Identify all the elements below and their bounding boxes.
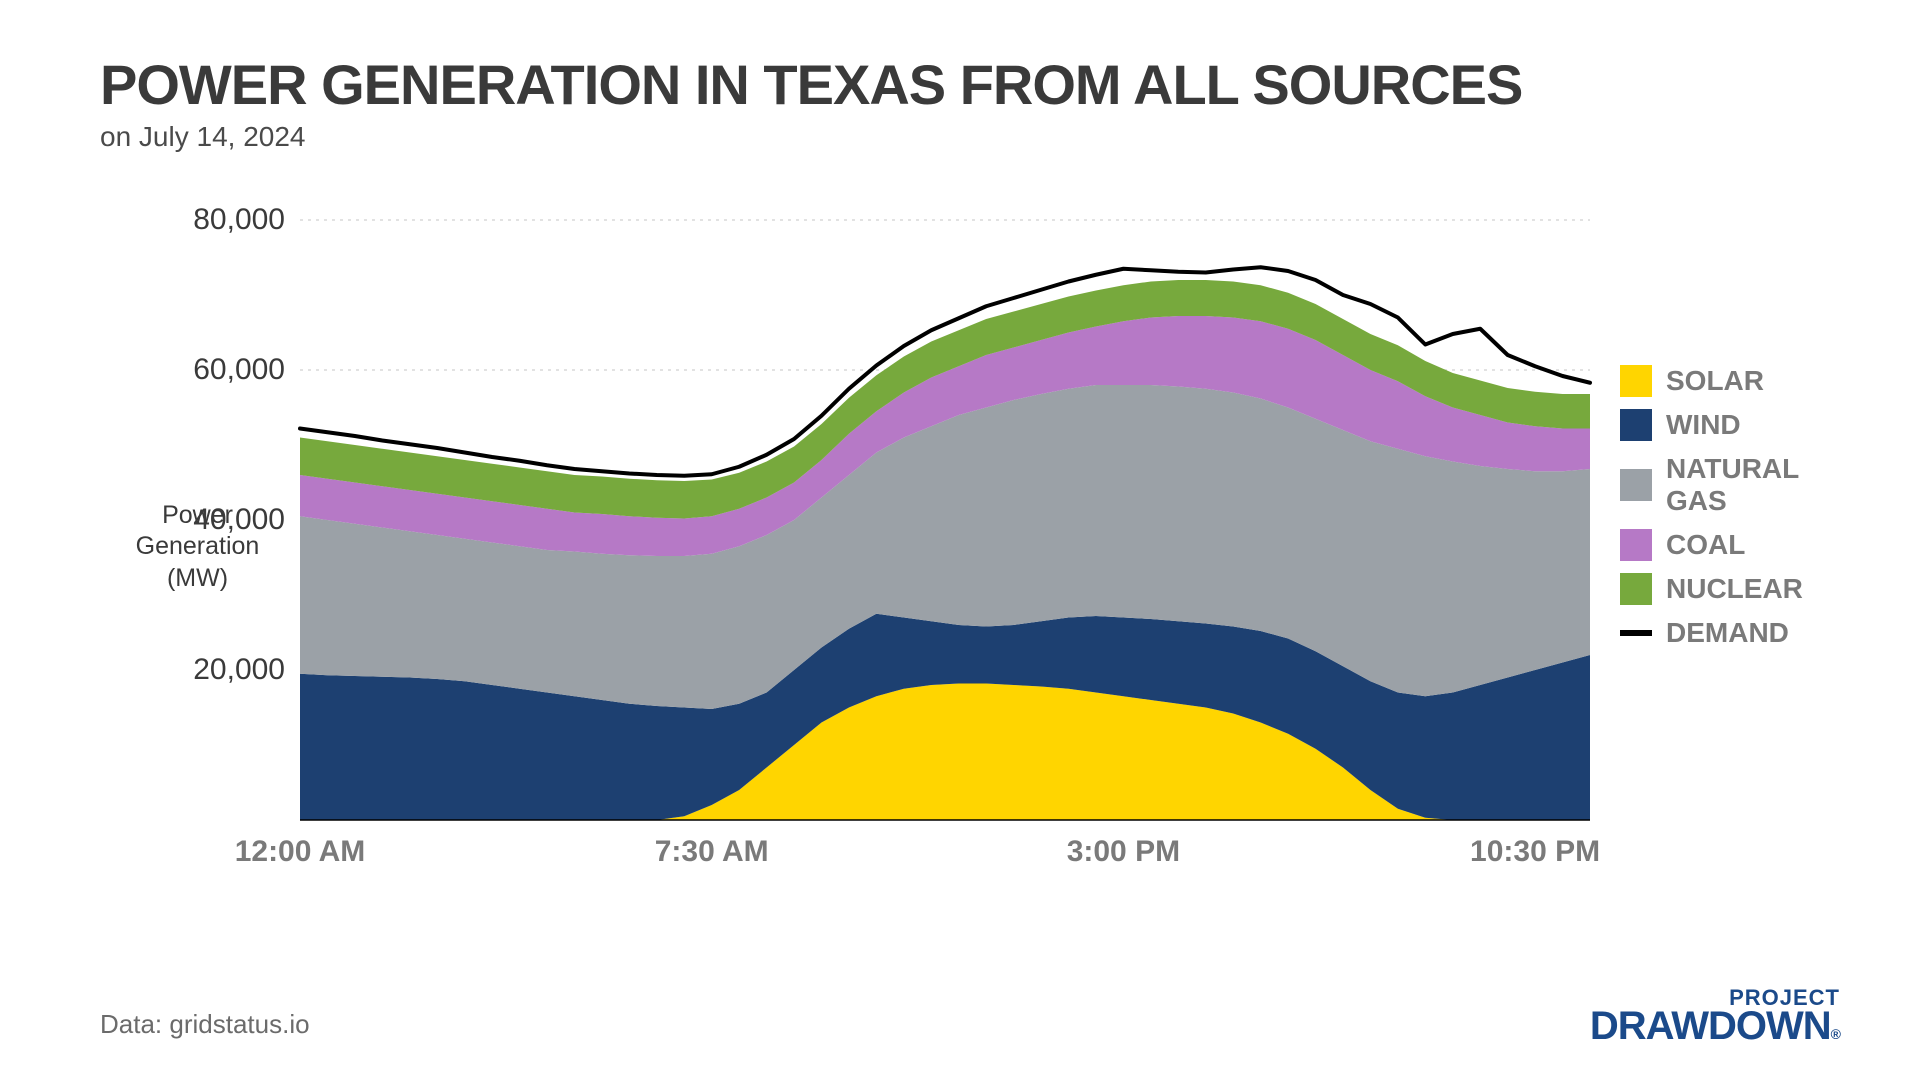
brand-bottom-text: DRAWDOWN [1590, 1004, 1831, 1048]
y-tick-label: 80,000 [193, 203, 285, 237]
legend-label: NATURAL GAS [1666, 453, 1840, 517]
brand-logo: PROJECT DRAWDOWN® [1590, 988, 1840, 1044]
x-tick-label: 7:30 AM [655, 835, 769, 869]
brand-trademark: ® [1831, 1026, 1840, 1042]
legend-label: NUCLEAR [1666, 573, 1803, 605]
y-tick-label: 60,000 [193, 353, 285, 387]
chart-subtitle: on July 14, 2024 [100, 121, 1840, 153]
legend-line-swatch [1620, 630, 1652, 636]
y-tick-label: 20,000 [193, 653, 285, 687]
y-axis-label-line3: (MW) [167, 564, 228, 592]
legend-swatch [1620, 469, 1652, 501]
y-tick-label: 40,000 [193, 503, 285, 537]
legend-item-solar: SOLAR [1620, 365, 1840, 397]
data-credit: Data: gridstatus.io [100, 1009, 310, 1040]
x-tick-label: 10:30 PM [1470, 835, 1600, 869]
legend: SOLAR WIND NATURAL GAS COAL NUCLEAR DEMAND [1620, 365, 1840, 661]
chart-page: POWER GENERATION IN TEXAS FROM ALL SOURC… [0, 0, 1920, 1080]
legend-item-natural_gas: NATURAL GAS [1620, 453, 1840, 517]
legend-swatch [1620, 365, 1652, 397]
stacked-area-chart [100, 190, 1840, 910]
legend-swatch [1620, 529, 1652, 561]
legend-label: COAL [1666, 529, 1745, 561]
legend-label: WIND [1666, 409, 1741, 441]
legend-label: DEMAND [1666, 617, 1789, 649]
legend-item-coal: COAL [1620, 529, 1840, 561]
legend-item-wind: WIND [1620, 409, 1840, 441]
legend-swatch [1620, 409, 1652, 441]
legend-swatch [1620, 573, 1652, 605]
brand-bottom: DRAWDOWN® [1590, 1008, 1840, 1044]
legend-item-nuclear: NUCLEAR [1620, 573, 1840, 605]
x-tick-label: 12:00 AM [235, 835, 366, 869]
x-tick-label: 3:00 PM [1067, 835, 1180, 869]
chart-title: POWER GENERATION IN TEXAS FROM ALL SOURC… [100, 56, 1840, 115]
chart-area: Power Generation (MW) 20,00040,00060,000… [100, 190, 1840, 910]
legend-item-demand: DEMAND [1620, 617, 1840, 649]
legend-label: SOLAR [1666, 365, 1764, 397]
